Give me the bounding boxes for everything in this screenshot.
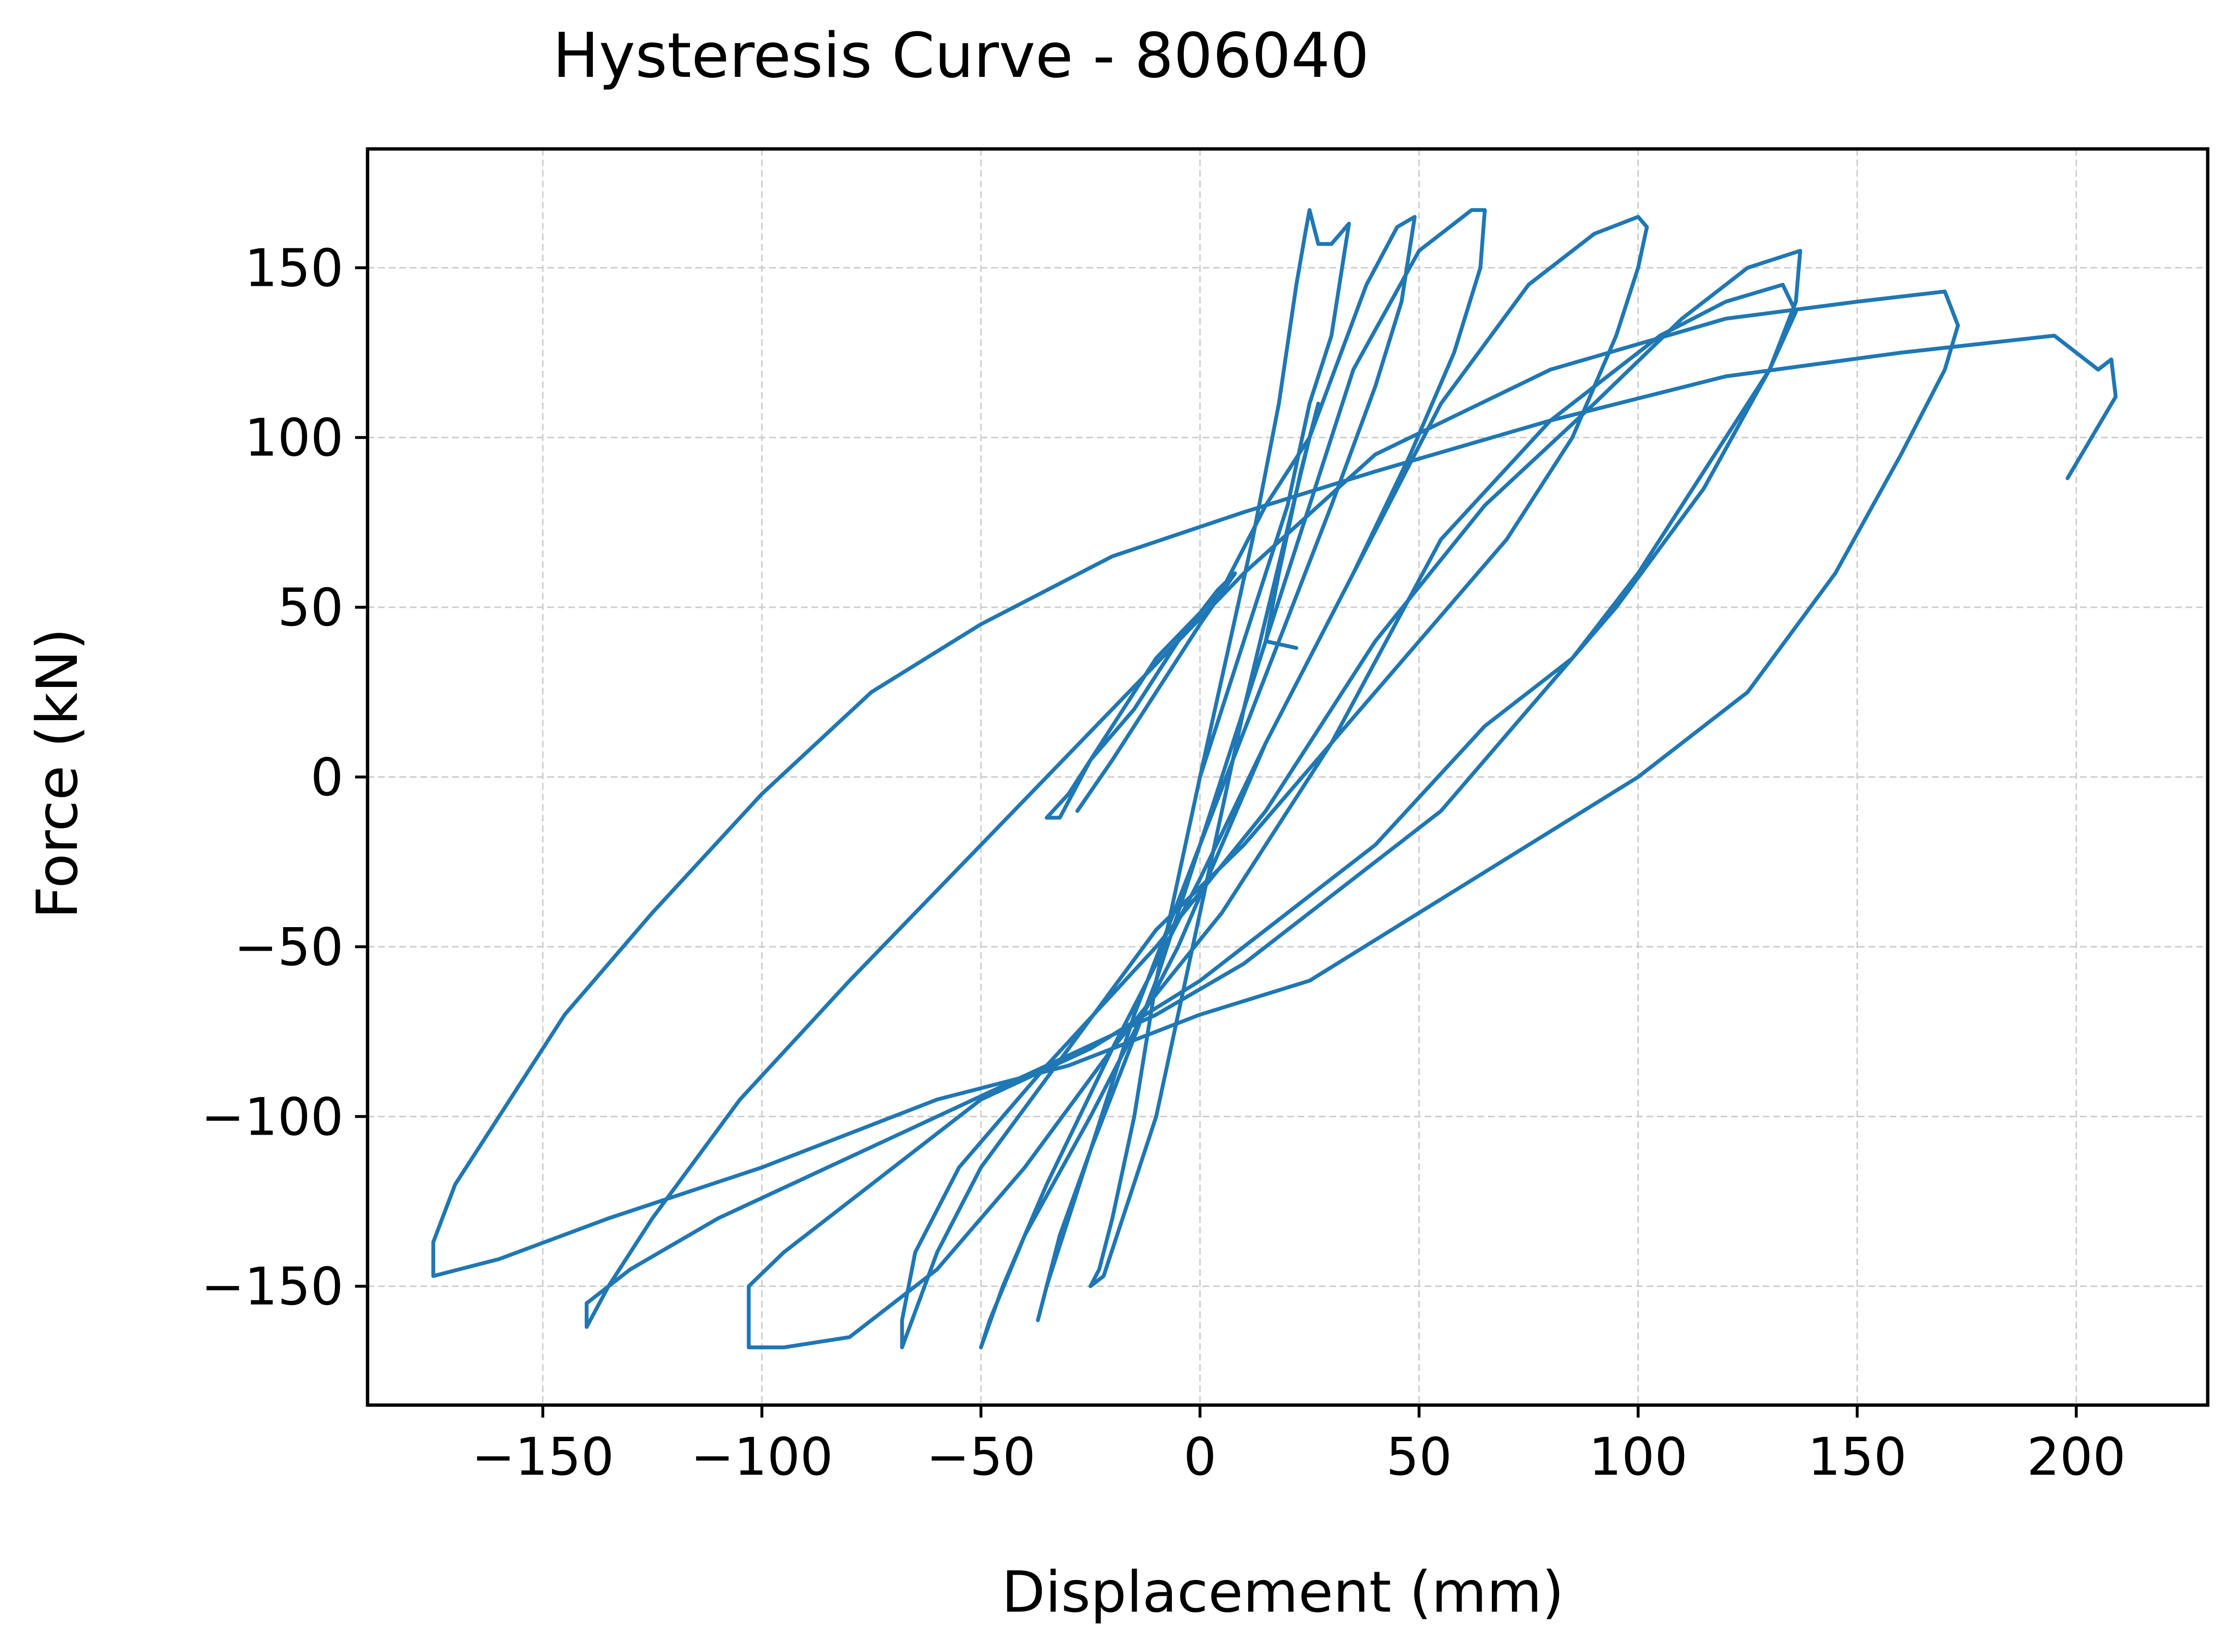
y-tick-label: 150 — [245, 238, 344, 298]
series-layer — [431, 208, 2118, 1349]
y-tick-label: −100 — [201, 1087, 344, 1147]
x-tick-label: −50 — [926, 1427, 1036, 1487]
y-tick-label: 100 — [245, 408, 344, 468]
hysteresis-series-line — [431, 208, 2118, 1349]
x-tick-label: −150 — [471, 1427, 614, 1487]
y-tick-label: −50 — [234, 918, 344, 978]
x-tick-label: −100 — [690, 1427, 833, 1487]
y-tick-label: −150 — [201, 1257, 344, 1317]
y-tick-label: 0 — [310, 748, 344, 808]
y-axis: −150 −100 −50 0 50 100 150 — [201, 238, 368, 1317]
x-tick-label: 0 — [1183, 1427, 1217, 1487]
x-tick-label: 50 — [1386, 1427, 1452, 1487]
y-axis-label: Force (kN) — [24, 628, 90, 918]
y-tick-label: 50 — [278, 578, 344, 638]
x-tick-label: 100 — [1588, 1427, 1687, 1487]
x-axis-label: Displacement (mm) — [1002, 1559, 1564, 1625]
x-tick-label: 150 — [1807, 1427, 1906, 1487]
chart-title: Hysteresis Curve - 806040 — [553, 20, 1369, 92]
x-axis: −150 −100 −50 0 50 100 150 200 — [471, 1405, 2126, 1487]
x-tick-label: 200 — [2027, 1427, 2126, 1487]
hysteresis-series-line — [1045, 402, 1320, 820]
